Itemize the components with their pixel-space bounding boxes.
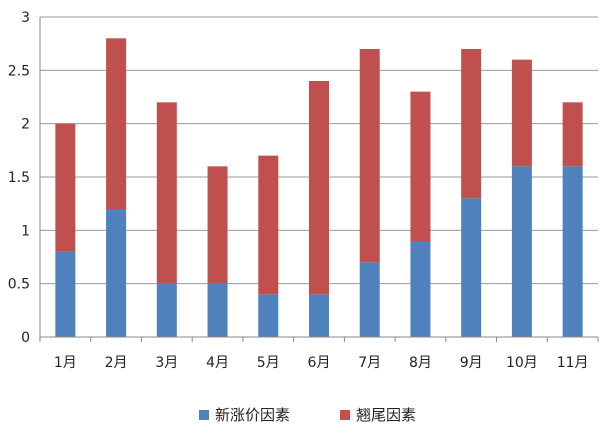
bar-carryover-6 (309, 81, 329, 295)
bar-new-price-5 (258, 294, 279, 337)
bar-carryover-2 (106, 38, 127, 210)
bar-carryover-7 (359, 49, 380, 263)
bar-new-price-3 (156, 283, 177, 337)
stacked-bar-chart: 0 0.5 1 1.5 2 2.5 3 1月 2月 3月 4月 5月 6月 7月 8月 9月 10月 11月 (8, 10, 599, 371)
y-tick-label: 0.5 (8, 277, 30, 293)
legend-swatch-blue (198, 409, 209, 420)
x-tick-label: 11月 (557, 355, 589, 371)
x-tick-label: 3月 (155, 355, 178, 371)
bar-carryover-4 (207, 166, 228, 284)
y-tick-label: 3 (21, 10, 30, 26)
legend: 新涨价因素 翘尾因素 (0, 404, 615, 425)
y-tick-label: 0 (21, 330, 30, 346)
legend-swatch-red (340, 409, 350, 420)
bar-carryover-5 (258, 155, 279, 295)
bar-new-price-2 (106, 209, 127, 337)
y-tick-label: 1.5 (8, 170, 30, 186)
legend-item-series-0: 新涨价因素 (198, 404, 290, 425)
bar-carryover-3 (156, 102, 177, 284)
x-tick-label: 2月 (105, 355, 128, 371)
bar-new-price-6 (309, 294, 329, 337)
bar-new-price-10 (511, 166, 532, 337)
legend-item-series-1: 翘尾因素 (340, 404, 416, 425)
legend-label: 翘尾因素 (356, 406, 417, 424)
bar-new-price-11 (562, 166, 583, 337)
bar-new-price-9 (461, 198, 482, 337)
bar-carryover-1 (55, 123, 76, 252)
bar-new-price-7 (359, 262, 380, 337)
y-tick-label: 2.5 (8, 63, 30, 79)
bar-new-price-1 (55, 251, 76, 337)
x-tick-label: 4月 (206, 355, 229, 371)
bar-carryover-11 (562, 102, 583, 167)
bar-new-price-8 (410, 241, 431, 337)
x-tick-label: 7月 (358, 355, 381, 371)
bar-carryover-9 (461, 49, 482, 199)
x-tick-label: 5月 (257, 355, 280, 371)
legend-label: 新涨价因素 (214, 406, 290, 424)
x-tick-label: 8月 (409, 355, 432, 371)
x-tick-label: 10月 (506, 355, 538, 371)
y-tick-label: 2 (21, 117, 30, 133)
y-tick-label: 1 (21, 223, 30, 239)
bar-carryover-10 (511, 59, 532, 167)
x-tick-label: 6月 (308, 355, 331, 371)
x-tick-label: 9月 (460, 355, 483, 371)
bar-new-price-4 (207, 283, 228, 337)
x-tick-label: 1月 (54, 355, 77, 371)
bar-carryover-8 (410, 91, 431, 242)
